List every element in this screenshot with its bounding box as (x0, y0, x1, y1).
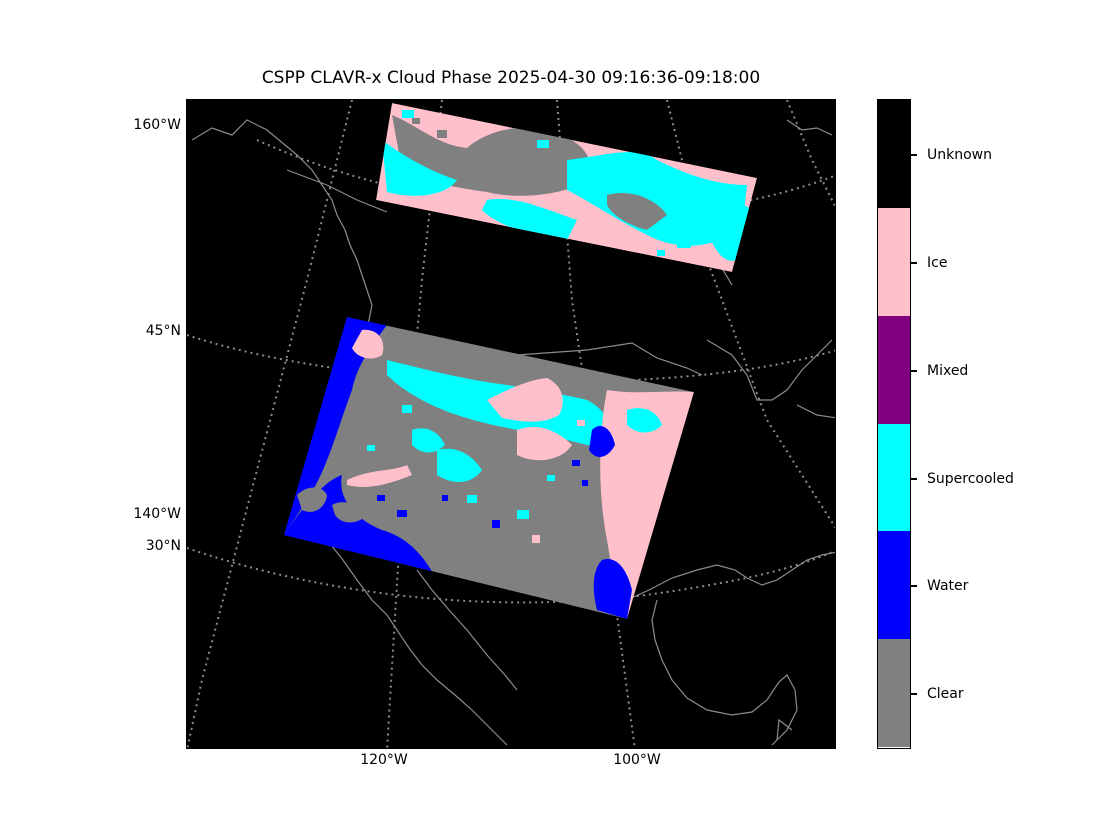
lat-lon-label: 45°N (145, 323, 181, 339)
cloud-phase-map (186, 99, 836, 749)
colorbar-segment-ice (878, 208, 910, 316)
swath-south (284, 317, 694, 619)
colorbar-segment-clear (878, 639, 910, 747)
colorbar-label-supercooled: Supercooled (927, 471, 1014, 487)
colorbar-label-ice: Ice (927, 255, 948, 271)
colorbar (877, 99, 911, 749)
lat-lon-label: 160°W (133, 117, 181, 133)
colorbar-tick (911, 585, 917, 587)
colorbar-tick (911, 478, 917, 480)
longitude-label: 100°W (613, 752, 661, 768)
colorbar-segment-mixed (878, 316, 910, 424)
colorbar-label-clear: Clear (927, 686, 964, 702)
lat-lon-label: 30°N (145, 538, 181, 554)
longitude-label: 120°W (360, 752, 408, 768)
map-canvas (187, 100, 835, 748)
colorbar-label-unknown: Unknown (927, 147, 992, 163)
colorbar-label-water: Water (927, 578, 969, 594)
colorbar-segment-supercooled (878, 424, 910, 531)
colorbar-segment-unknown (878, 100, 910, 208)
colorbar-segment-water (878, 531, 910, 639)
colorbar-tick (911, 262, 917, 264)
lat-lon-label: 140°W (133, 506, 181, 522)
swath-north (376, 103, 757, 272)
colorbar-tick (911, 154, 917, 156)
colorbar-tick (911, 370, 917, 372)
colorbar-tick (911, 693, 917, 695)
colorbar-label-mixed: Mixed (927, 363, 969, 379)
map-title: CSPP CLAVR-x Cloud Phase 2025-04-30 09:1… (261, 68, 761, 88)
